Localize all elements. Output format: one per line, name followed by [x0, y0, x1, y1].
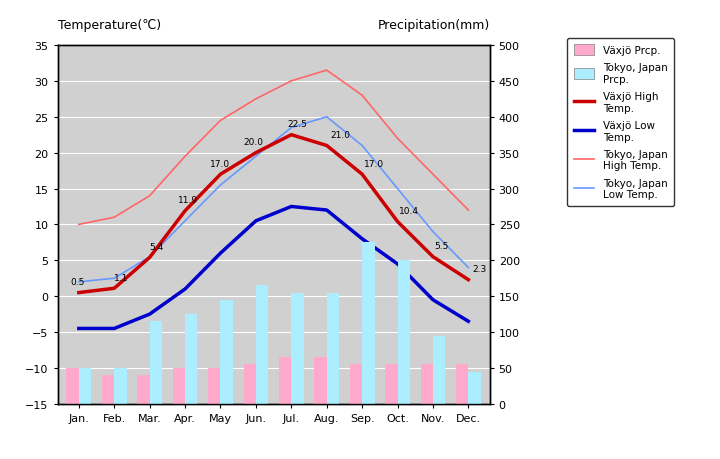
Text: 2.3: 2.3 — [472, 264, 486, 274]
Bar — [397, 261, 410, 404]
Bar — [173, 368, 185, 404]
Text: 21.0: 21.0 — [330, 130, 350, 140]
Bar — [256, 286, 269, 404]
Bar — [385, 364, 397, 404]
Bar — [468, 372, 481, 404]
Text: 17.0: 17.0 — [364, 159, 384, 168]
Text: Precipitation(mm): Precipitation(mm) — [377, 19, 490, 32]
Bar — [66, 368, 79, 404]
Bar — [220, 300, 233, 404]
Text: 0.5: 0.5 — [70, 277, 84, 286]
Bar — [102, 375, 114, 404]
Text: 10.4: 10.4 — [400, 207, 419, 215]
Text: 11.9: 11.9 — [178, 196, 198, 205]
Bar — [79, 368, 91, 404]
Bar — [327, 293, 339, 404]
Bar — [150, 322, 162, 404]
Text: 1.1: 1.1 — [114, 273, 129, 282]
Legend: Växjö Prcp., Tokyo, Japan
Prcp., Växjö High
Temp., Växjö Low
Temp., Tokyo, Japan: Växjö Prcp., Tokyo, Japan Prcp., Växjö H… — [567, 39, 674, 206]
Bar — [243, 364, 256, 404]
Text: 5.5: 5.5 — [435, 241, 449, 251]
Bar — [114, 368, 127, 404]
Bar — [292, 293, 304, 404]
Bar — [138, 375, 150, 404]
Bar — [279, 358, 292, 404]
Bar — [456, 364, 468, 404]
Text: 20.0: 20.0 — [243, 138, 264, 147]
Bar — [433, 336, 446, 404]
Text: 17.0: 17.0 — [210, 159, 230, 168]
Bar — [420, 364, 433, 404]
Bar — [208, 368, 220, 404]
Text: 5.4: 5.4 — [150, 242, 164, 251]
Text: Temperature(℃): Temperature(℃) — [58, 19, 161, 32]
Bar — [362, 243, 374, 404]
Bar — [315, 358, 327, 404]
Bar — [350, 364, 362, 404]
Text: 22.5: 22.5 — [288, 120, 307, 129]
Bar — [185, 314, 197, 404]
